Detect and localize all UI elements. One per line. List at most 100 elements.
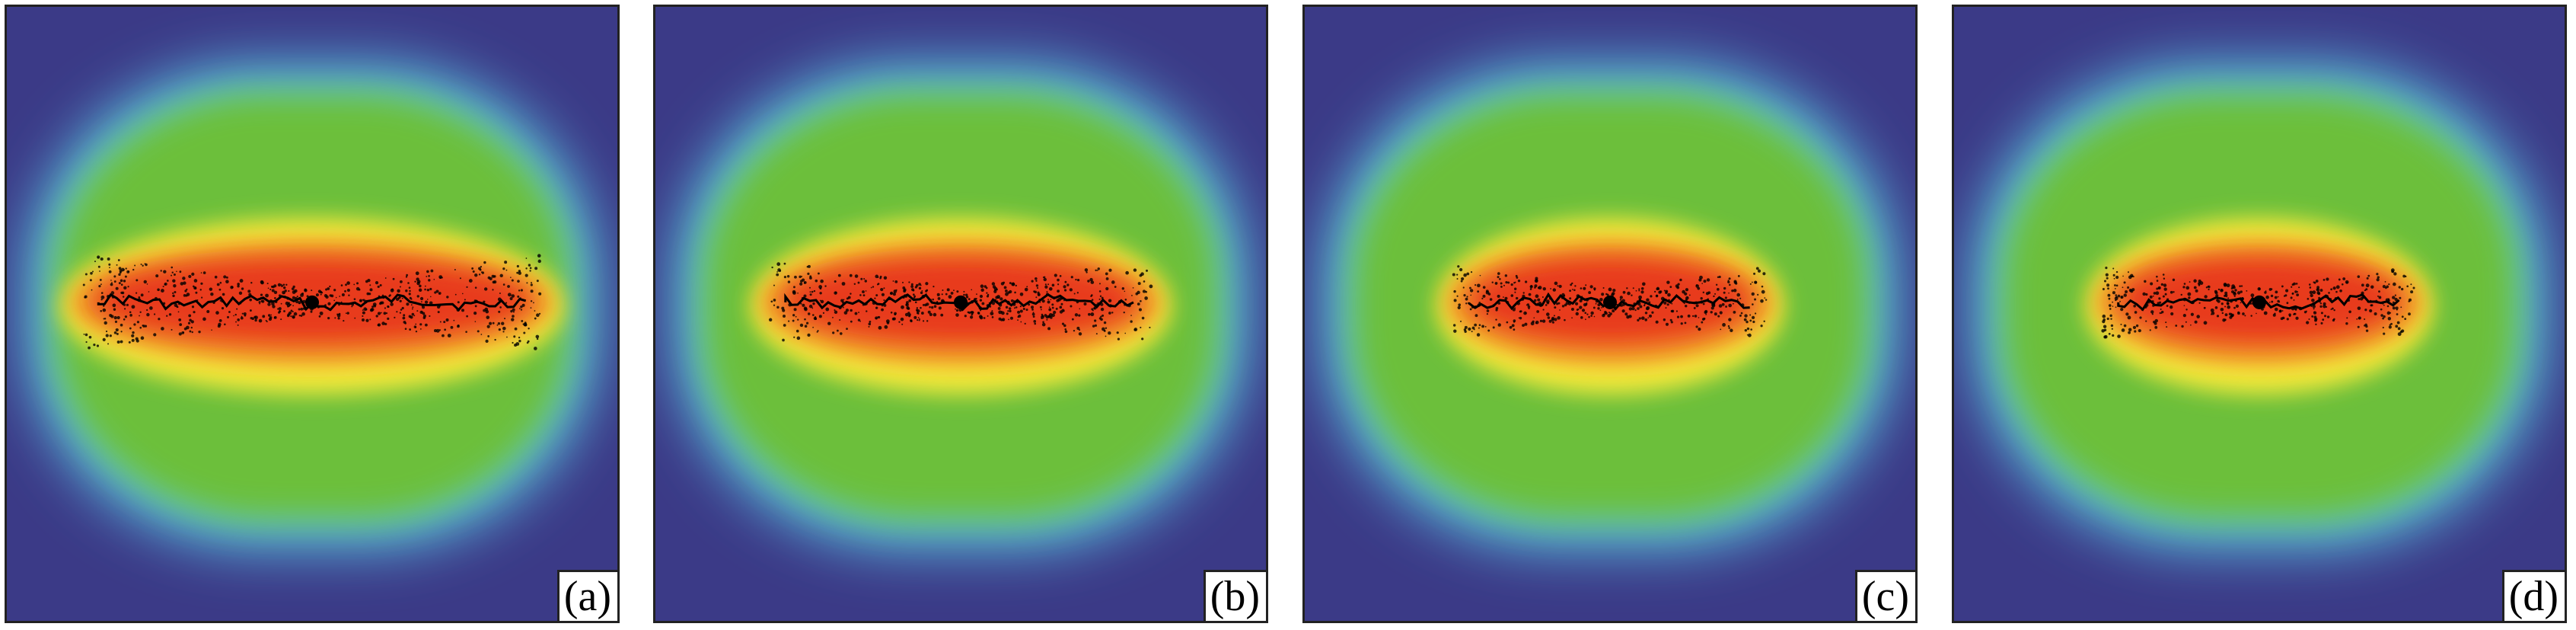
damage-point — [1121, 287, 1125, 290]
damage-point — [526, 282, 528, 284]
damage-point — [318, 315, 321, 318]
damage-point — [1503, 296, 1504, 298]
damage-point — [2166, 305, 2169, 307]
damage-point — [1649, 314, 1653, 318]
damage-point — [200, 282, 203, 285]
damage-point — [999, 297, 1003, 301]
damage-point — [900, 317, 904, 321]
damage-point — [869, 320, 872, 323]
damage-point — [2150, 282, 2154, 286]
damage-point — [429, 296, 432, 298]
damage-point — [1533, 299, 1537, 302]
damage-point — [931, 305, 934, 309]
damage-point — [1679, 278, 1682, 282]
damage-point — [1471, 305, 1475, 309]
damage-point — [1702, 291, 1705, 294]
damage-point — [483, 287, 488, 291]
damage-point — [2293, 299, 2295, 301]
damage-point — [365, 318, 369, 322]
damage-point — [267, 314, 271, 317]
damage-point — [1548, 297, 1551, 300]
damage-point — [2364, 318, 2366, 320]
damage-point — [1717, 288, 1720, 291]
damage-point — [2384, 280, 2386, 283]
damage-point — [908, 299, 912, 302]
damage-point — [1000, 318, 1003, 321]
damage-point — [160, 270, 162, 272]
damage-point — [2115, 306, 2117, 309]
damage-point — [1551, 316, 1555, 321]
damage-point — [2311, 315, 2314, 318]
damage-point — [2265, 295, 2269, 299]
damage-point — [921, 289, 923, 292]
damage-point — [215, 311, 219, 315]
damage-point — [893, 289, 897, 293]
damage-point — [2377, 295, 2379, 297]
damage-point — [1749, 283, 1752, 285]
damage-point — [832, 331, 835, 334]
damage-point — [1621, 299, 1625, 303]
damage-point — [1676, 315, 1680, 318]
damage-point — [1090, 295, 1092, 298]
damage-point — [381, 321, 385, 325]
damage-point — [1513, 287, 1517, 290]
damage-point — [2380, 314, 2383, 317]
damage-point — [917, 317, 920, 318]
damage-point — [2386, 305, 2389, 308]
damage-point — [2205, 286, 2208, 289]
damage-point — [936, 301, 939, 302]
damage-point — [938, 306, 942, 310]
damage-point — [1013, 307, 1015, 309]
damage-point — [2360, 297, 2364, 301]
damage-point — [786, 275, 790, 278]
damage-point — [1754, 312, 1757, 315]
damage-point — [187, 321, 191, 325]
damage-point — [2172, 278, 2176, 282]
damage-point — [1511, 324, 1515, 328]
damage-point — [2397, 327, 2401, 331]
damage-point — [1558, 284, 1562, 289]
damage-point — [1554, 318, 1557, 321]
damage-point — [2396, 321, 2400, 325]
damage-point — [280, 284, 284, 287]
damage-point — [429, 301, 433, 305]
damage-point — [1019, 309, 1023, 313]
damage-point — [184, 289, 187, 293]
damage-point — [2332, 286, 2336, 290]
damage-point — [850, 293, 852, 295]
damage-point — [1022, 308, 1025, 311]
damage-point — [1497, 272, 1500, 275]
damage-point — [787, 280, 791, 283]
damage-point — [1618, 303, 1621, 307]
damage-point — [2160, 310, 2164, 314]
damage-point — [913, 293, 915, 296]
damage-point — [1757, 293, 1759, 296]
damage-point — [2120, 323, 2122, 325]
damage-point — [1655, 320, 1659, 324]
damage-point — [468, 279, 473, 283]
damage-point — [1141, 337, 1144, 341]
damage-point — [991, 316, 994, 318]
damage-point — [817, 330, 819, 332]
damage-point — [854, 274, 859, 278]
damage-point — [2234, 299, 2237, 302]
damage-point — [2158, 297, 2161, 300]
damage-point — [943, 300, 945, 302]
damage-point — [1564, 303, 1567, 307]
damage-point — [1033, 302, 1035, 304]
damage-point — [116, 340, 120, 344]
damage-point — [100, 257, 104, 261]
damage-point — [1632, 287, 1634, 289]
damage-point — [968, 298, 971, 301]
damage-point — [1124, 303, 1127, 306]
damage-point — [2142, 292, 2146, 296]
damage-point — [1481, 325, 1484, 328]
damage-point — [1503, 284, 1505, 286]
damage-point — [1099, 295, 1102, 298]
damage-point — [2322, 318, 2325, 321]
damage-point — [1751, 292, 1755, 296]
damage-point — [987, 293, 990, 296]
damage-point — [407, 282, 410, 284]
damage-point — [834, 309, 836, 312]
damage-point — [1461, 277, 1465, 281]
